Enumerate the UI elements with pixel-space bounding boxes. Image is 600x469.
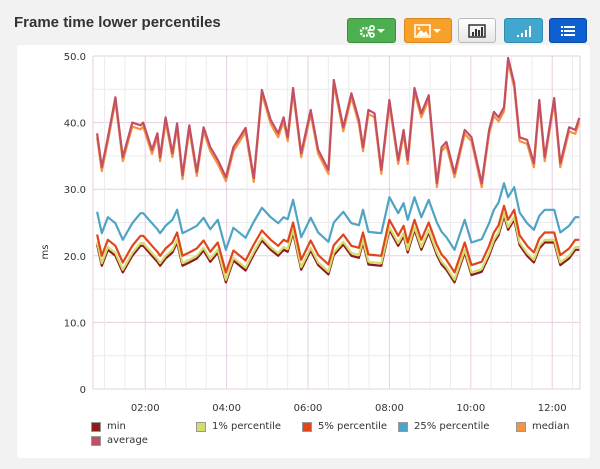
legend-label: 25% percentile: [414, 421, 490, 432]
series-line-1-percentile: [96, 212, 580, 281]
y-tick-label: 30.0: [64, 185, 86, 196]
x-tick-label: 12:00: [538, 403, 567, 414]
image-icon: [414, 23, 441, 38]
legend-item-average[interactable]: average: [91, 435, 148, 446]
legend-item-median[interactable]: median: [516, 421, 570, 432]
signal-bars-icon: [516, 25, 531, 37]
x-tick-label: 10:00: [456, 403, 485, 414]
legend-item-25pct[interactable]: 25% percentile: [398, 421, 489, 432]
legend-label: median: [532, 421, 570, 432]
y-tick-label: 10.0: [64, 318, 86, 329]
legend-swatch: [398, 421, 408, 432]
y-tick-label: 50.0: [64, 52, 86, 63]
legend-item-min[interactable]: min: [91, 421, 126, 432]
signal-chart-button[interactable]: [504, 18, 543, 43]
bar-chart-button[interactable]: [458, 18, 496, 43]
series-line-average: [96, 56, 581, 185]
legend-swatch: [196, 421, 206, 432]
x-tick-label: 06:00: [294, 403, 323, 414]
x-tick-label: 08:00: [375, 403, 404, 414]
series-line-5-percentile: [96, 204, 580, 274]
x-tick-label: 04:00: [212, 403, 241, 414]
legend-item-5pct[interactable]: 5% percentile: [302, 421, 387, 432]
legend-swatch: [516, 421, 526, 432]
list-icon: [561, 25, 575, 36]
export-image-dropdown-button[interactable]: [404, 18, 452, 43]
gears-icon: [359, 24, 385, 38]
legend-label: average: [107, 435, 148, 446]
y-tick-label: 20.0: [64, 252, 86, 263]
y-tick-label: 40.0: [64, 119, 86, 130]
y-axis-label: ms: [40, 245, 51, 260]
settings-dropdown-button[interactable]: [347, 18, 396, 43]
page-title: Frame time lower percentiles: [14, 14, 221, 31]
legend-item-1pct[interactable]: 1% percentile: [196, 421, 281, 432]
legend-swatch: [91, 435, 101, 446]
x-tick-label: 02:00: [131, 403, 160, 414]
legend-label: 1% percentile: [212, 421, 282, 432]
y-tick-label: 0: [80, 385, 86, 396]
bar-chart-icon: [468, 23, 486, 38]
legend-label: 5% percentile: [318, 421, 388, 432]
legend-label: min: [107, 421, 126, 432]
list-view-button[interactable]: [549, 18, 587, 43]
legend-swatch: [91, 421, 101, 432]
legend-swatch: [302, 421, 312, 432]
series-line-25-percentile: [96, 182, 580, 251]
